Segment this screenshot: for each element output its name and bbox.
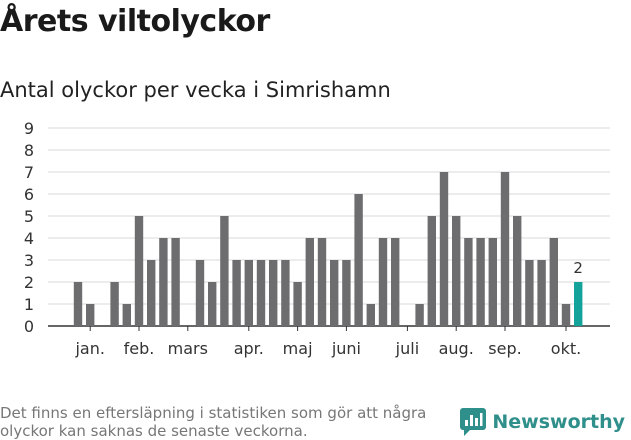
chart-subtitle: Antal olyckor per vecka i Simrishamn [0,78,391,102]
bar [134,216,144,326]
bar [232,260,241,326]
bar [195,260,205,326]
y-tick-label: 2 [24,273,34,292]
y-tick-label: 3 [24,251,34,270]
bar [122,304,131,326]
bar [269,260,278,326]
bar [391,238,400,326]
newsworthy-logo-icon [460,408,487,436]
bar [110,282,119,326]
bar [73,282,83,326]
bar [415,304,424,326]
bar [525,260,534,326]
x-axis-ticks: jan. feb. mars apr. maj juni juli aug. sep. okt. [74,326,581,358]
x-tick-label: mars [168,339,208,358]
bar [293,282,302,326]
y-tick-label: 7 [24,163,34,182]
x-tick-label: maj [283,339,313,358]
bar [378,238,388,326]
bar [537,260,546,326]
bar [427,216,436,326]
bar [464,238,473,326]
bar [220,216,229,326]
bar [244,260,253,326]
bar [342,260,351,326]
brand-name: Newsworthy [492,411,625,433]
bar [513,216,522,326]
bar [476,238,485,326]
bar [171,238,180,326]
x-tick-label: okt. [551,339,581,358]
bars [73,172,583,326]
data-label: 2 [573,259,583,277]
y-tick-label: 6 [24,185,34,204]
bar [366,304,375,326]
chart-title: Årets viltolyckor [0,4,270,39]
x-tick-label: juni [331,339,361,358]
x-tick-label: apr. [234,339,264,358]
y-tick-label: 0 [24,317,34,336]
x-tick-label: aug. [439,339,474,358]
bar [354,194,363,326]
bar [330,260,339,326]
bar [452,216,461,326]
y-axis-ticks: 0 1 2 3 4 5 6 7 8 9 [24,119,34,336]
brand: Newsworthy [460,408,625,436]
bar [208,282,217,326]
bar-chart: 0 1 2 3 4 5 6 7 8 9 2 jan. feb. mars apr. maj juni juli… [24,119,610,358]
y-tick-label: 9 [24,119,34,138]
bar [256,260,266,326]
bar-highlight [574,282,583,326]
bar [305,238,314,326]
y-tick-label: 5 [24,207,34,226]
y-tick-label: 4 [24,229,34,248]
bar [500,172,510,326]
bar [281,260,290,326]
y-tick-label: 8 [24,141,34,160]
data-labels: 2 [573,259,583,277]
bar [147,260,156,326]
bar [439,172,449,326]
bar [159,238,168,326]
footnote: Det finns en eftersläpning i statistiken… [0,404,427,440]
bar [549,238,558,326]
bar [86,304,95,326]
y-tick-label: 1 [24,295,34,314]
x-tick-label: sep. [488,339,521,358]
x-tick-label: feb. [124,339,155,358]
bar [488,238,497,326]
bar [561,304,571,326]
x-tick-label: juli [395,339,419,358]
x-tick-label: jan. [74,339,104,358]
bar [317,238,327,326]
